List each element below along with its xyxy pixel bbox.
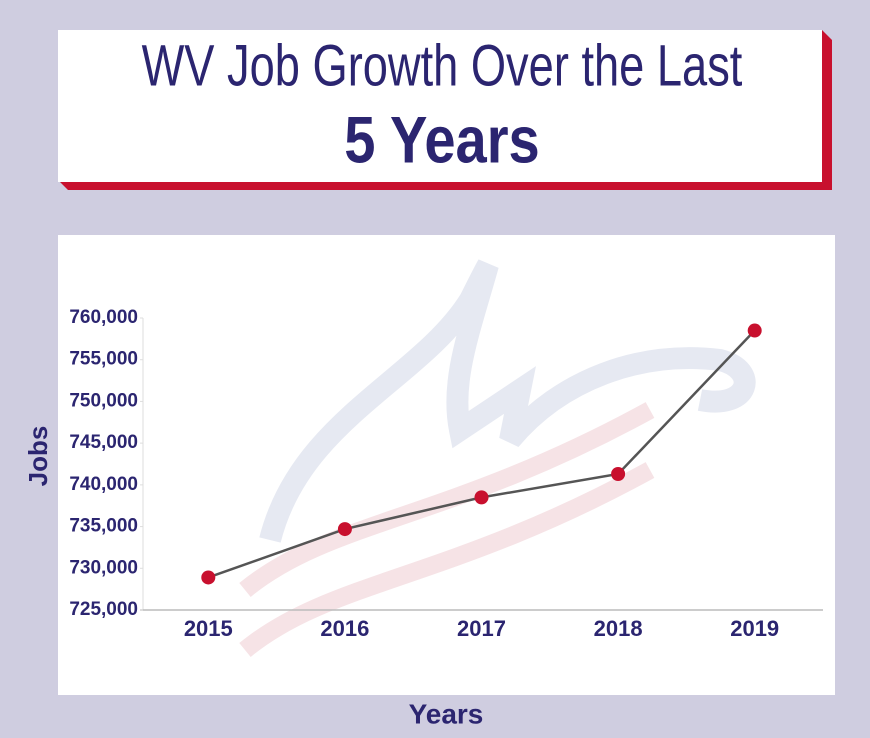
plot-panel <box>58 235 835 695</box>
x-tick-label: 2017 <box>457 616 506 641</box>
y-tick-label: 725,000 <box>69 599 138 620</box>
y-axis-label: Jobs <box>23 426 53 487</box>
watermark <box>259 259 756 543</box>
y-tick-label: 735,000 <box>69 516 138 537</box>
title-box <box>58 30 822 182</box>
data-point <box>201 570 216 585</box>
data-point <box>747 323 762 338</box>
x-tick-label: 2019 <box>730 616 779 641</box>
y-tick-label: 745,000 <box>69 432 138 453</box>
data-point <box>474 490 489 505</box>
x-axis-label: Years <box>409 698 484 729</box>
chart-subtitle: 5 Years <box>344 103 540 176</box>
x-tick-label: 2015 <box>184 616 233 641</box>
data-point <box>337 522 352 537</box>
y-tick-label: 750,000 <box>69 390 138 411</box>
y-tick-label: 730,000 <box>69 557 138 578</box>
y-tick-label: 755,000 <box>69 349 138 370</box>
x-tick-label: 2018 <box>594 616 643 641</box>
data-point <box>611 467 626 482</box>
x-tick-label: 2016 <box>320 616 369 641</box>
y-tick-label: 760,000 <box>69 307 138 328</box>
chart-title: WV Job Growth Over the Last <box>142 34 743 99</box>
watermark <box>239 462 655 657</box>
y-tick-label: 740,000 <box>69 474 138 495</box>
